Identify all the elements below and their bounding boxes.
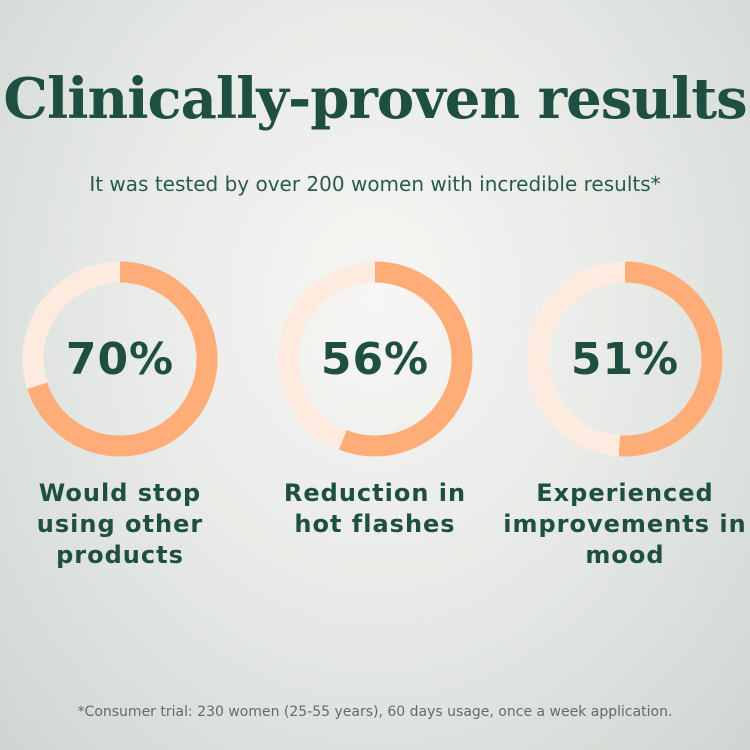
- footnote: *Consumer trial: 230 women (25-55 years)…: [77, 704, 673, 720]
- stat-label-1: Would stop using other products: [36, 479, 204, 569]
- percent-value: 56%: [320, 333, 430, 385]
- donut-arc: [527, 261, 723, 457]
- subtitle: It was tested by over 200 women with inc…: [89, 172, 661, 196]
- donut-chart-2: 56%: [275, 259, 475, 459]
- stat-label-2: Reduction in hot flashes: [283, 479, 467, 538]
- donut-chart-1: 70%: [20, 259, 220, 459]
- donut-chart-3: 51%: [525, 259, 725, 459]
- percent-value: 70%: [65, 333, 175, 385]
- page-title: Clinically-proven results: [3, 66, 747, 132]
- stat-label-3: Experienced improvements in mood: [503, 479, 747, 569]
- percent-value: 51%: [570, 333, 680, 385]
- donut-arc: [22, 261, 218, 457]
- donut-arc: [277, 261, 473, 457]
